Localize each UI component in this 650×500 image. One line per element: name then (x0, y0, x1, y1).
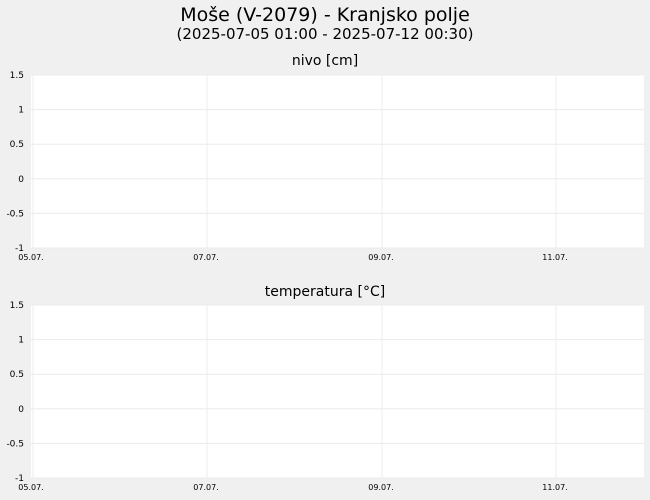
chart-1-y-tick-label: -1 (15, 244, 24, 254)
chart-2-y-tick-label: -1 (15, 474, 24, 484)
chart-1-x-tick-label: 09.07. (368, 253, 393, 262)
chart-1-x-tick-label: 05.07. (18, 253, 43, 262)
chart-1-y-tick-label: 0.5 (10, 140, 24, 150)
date-range-subtitle: (2025-07-05 01:00 - 2025-07-12 00:30) (176, 25, 474, 43)
chart-1-x-tick-label: 11.07. (542, 253, 567, 262)
chart-1-x-tick-label: 07.07. (193, 253, 218, 262)
chart-2-y-tick-label: 1.5 (10, 301, 24, 311)
chart-2-x-tick-label: 07.07. (193, 483, 218, 492)
chart-2-y-tick-label: -0.5 (6, 439, 24, 449)
chart-2-y-tick-label: 0.5 (10, 370, 24, 380)
chart-2-y-tick-label: 1 (18, 336, 24, 346)
page-title: Moše (V-2079) - Kranjsko polje (180, 4, 470, 26)
chart-1-y-tick-label: 0 (18, 175, 24, 185)
chart-1-plot-area (31, 75, 644, 248)
chart-1-title: nivo [cm] (292, 53, 358, 69)
chart-1-y-tick-label: 1 (18, 106, 24, 116)
chart-2-title: temperatura [°C] (265, 284, 385, 300)
chart-2-x-tick-label: 09.07. (368, 483, 393, 492)
chart-2-y-tick-label: 0 (18, 405, 24, 415)
chart-1-y-tick-label: 1.5 (10, 71, 24, 81)
chart-2-x-tick-label: 05.07. (18, 483, 43, 492)
chart-1-y-tick-label: -0.5 (6, 209, 24, 219)
chart-2-x-tick-label: 11.07. (542, 483, 567, 492)
chart-2-plot-area (31, 305, 644, 478)
